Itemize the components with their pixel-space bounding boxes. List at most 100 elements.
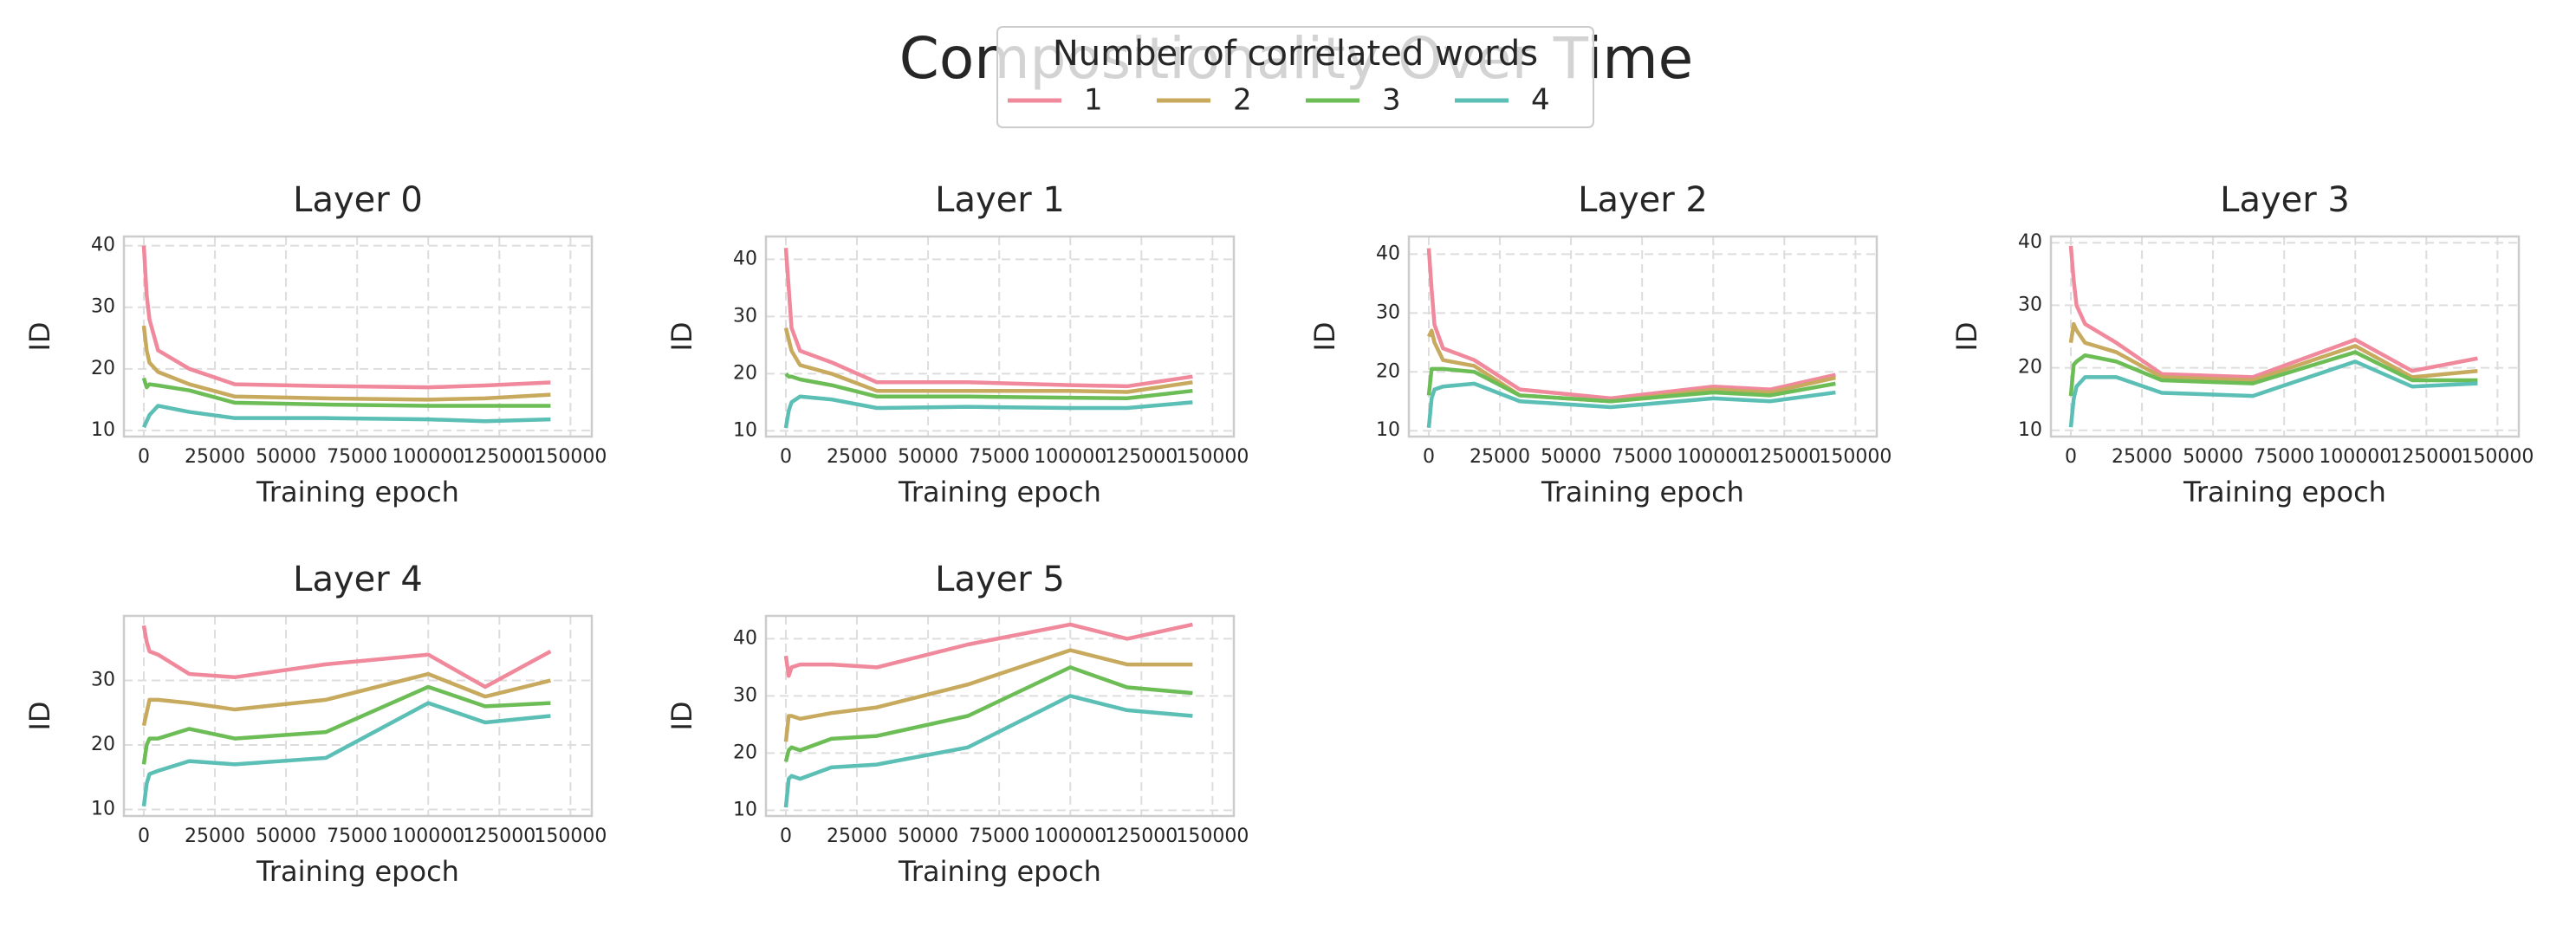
- y-tick-label: 10: [91, 419, 115, 441]
- subplot-title: Layer 4: [293, 560, 423, 599]
- x-tick-label: 125000: [463, 446, 535, 468]
- x-tick-label: 100000: [392, 446, 464, 468]
- x-axis-label: Training epoch: [898, 855, 1101, 888]
- x-tick-label: 125000: [1748, 446, 1820, 468]
- y-tick-label: 30: [2018, 294, 2042, 315]
- x-tick-label: 75000: [2254, 446, 2314, 468]
- subplot-title: Layer 1: [935, 180, 1065, 220]
- y-axis-label: ID: [1308, 321, 1341, 351]
- series-line: [141, 684, 551, 765]
- x-tick-label: 75000: [327, 446, 387, 468]
- x-tick-label: 25000: [827, 446, 887, 468]
- series-line: [783, 248, 1193, 389]
- y-tick-label: 30: [91, 670, 115, 691]
- axes-frame: [122, 235, 594, 438]
- series-line: [783, 327, 1193, 394]
- series-line: [783, 665, 1193, 762]
- x-tick-label: 50000: [898, 826, 958, 847]
- axes-frame: [764, 614, 1236, 818]
- series-line: [141, 625, 552, 690]
- series-line: [2068, 359, 2478, 428]
- x-tick-label: 100000: [392, 826, 464, 847]
- x-tick-label: 75000: [969, 826, 1029, 847]
- x-tick-label: 0: [780, 446, 792, 468]
- x-tick-label: 0: [780, 826, 792, 847]
- legend-label: 3: [1382, 83, 1401, 118]
- y-tick-label: 30: [91, 296, 115, 318]
- legend: Number of correlated words 1 2 3 4: [996, 26, 1594, 128]
- y-axis-label: ID: [1950, 321, 1983, 351]
- x-tick-label: 50000: [1541, 446, 1601, 468]
- y-tick-label: 40: [1376, 243, 1400, 264]
- axes-frame: [1407, 235, 1878, 438]
- x-tick-label: 100000: [1034, 446, 1106, 468]
- y-tick-label: 20: [91, 358, 115, 379]
- x-tick-label: 100000: [2319, 446, 2391, 468]
- x-tick-label: 150000: [534, 826, 607, 847]
- y-tick-label: 20: [2018, 357, 2042, 379]
- x-tick-label: 150000: [2461, 446, 2534, 468]
- y-tick-label: 30: [733, 684, 757, 706]
- x-tick-label: 0: [2065, 446, 2077, 468]
- x-tick-label: 125000: [2390, 446, 2462, 468]
- x-axis-label: Training epoch: [256, 476, 459, 508]
- y-tick-label: 40: [733, 248, 757, 269]
- x-axis-label: Training epoch: [1541, 476, 1744, 508]
- x-tick-label: 150000: [1176, 446, 1249, 468]
- y-tick-label: 10: [733, 799, 757, 820]
- y-tick-label: 40: [91, 235, 115, 256]
- y-axis-label: ID: [665, 701, 698, 730]
- x-tick-label: 125000: [1105, 446, 1178, 468]
- series-line: [783, 622, 1193, 678]
- y-tick-label: 30: [733, 305, 757, 327]
- series-line: [1426, 381, 1836, 429]
- series-line: [141, 377, 551, 408]
- series-line: [783, 394, 1193, 429]
- axes-frame: [764, 235, 1236, 438]
- axes-frame: [2049, 235, 2521, 438]
- x-tick-label: 25000: [2112, 446, 2172, 468]
- y-tick-label: 30: [1376, 301, 1400, 323]
- y-tick-label: 10: [1376, 419, 1400, 441]
- x-tick-label: 0: [138, 446, 150, 468]
- legend-box: [996, 26, 1594, 128]
- x-tick-label: 25000: [827, 826, 887, 847]
- y-tick-label: 20: [1376, 360, 1400, 382]
- x-tick-label: 25000: [1470, 446, 1530, 468]
- x-tick-label: 25000: [185, 446, 245, 468]
- series-line: [783, 648, 1193, 742]
- y-tick-label: 40: [2018, 231, 2042, 253]
- subplot-title: Layer 0: [293, 180, 423, 220]
- x-tick-label: 75000: [327, 826, 387, 847]
- x-tick-label: 125000: [463, 826, 535, 847]
- series-line: [141, 671, 551, 727]
- x-tick-label: 0: [138, 826, 150, 847]
- x-tick-label: 125000: [1105, 826, 1178, 847]
- legend-title: Number of correlated words: [1053, 34, 1538, 74]
- x-tick-label: 0: [1423, 446, 1435, 468]
- axes-frame: [122, 614, 594, 818]
- series-line: [784, 372, 1193, 401]
- y-axis-label: ID: [23, 321, 56, 351]
- x-axis-label: Training epoch: [2183, 476, 2386, 508]
- series-line: [141, 325, 551, 402]
- series-line: [1426, 366, 1836, 404]
- series-line: [783, 694, 1193, 808]
- x-axis-label: Training epoch: [256, 855, 459, 888]
- legend-label: 4: [1531, 83, 1550, 118]
- x-tick-label: 100000: [1677, 446, 1749, 468]
- x-tick-label: 50000: [2183, 446, 2243, 468]
- legend-label: 1: [1084, 83, 1103, 118]
- y-tick-label: 20: [733, 741, 757, 763]
- series-line: [2068, 350, 2478, 397]
- x-tick-label: 25000: [185, 826, 245, 847]
- series-line: [141, 245, 551, 390]
- series-line: [1426, 328, 1836, 404]
- y-tick-label: 20: [733, 362, 757, 384]
- x-tick-label: 50000: [256, 826, 316, 847]
